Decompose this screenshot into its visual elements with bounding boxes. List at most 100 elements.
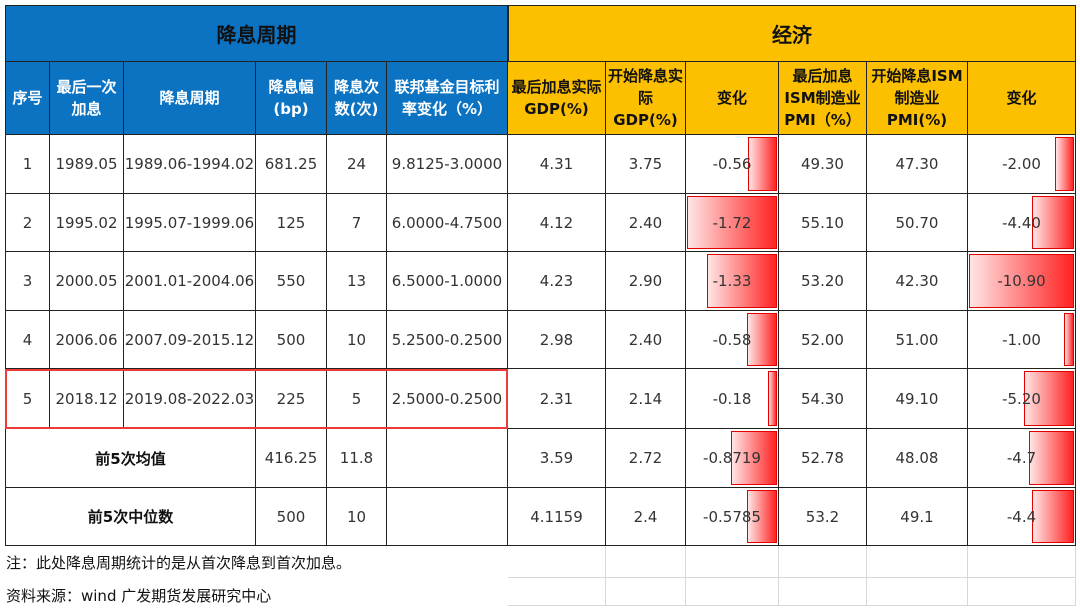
cell-gdp-change-value: -1.72 xyxy=(712,213,752,232)
cell-pmi-start: 50.70 xyxy=(867,194,968,252)
cell-summary-ffr xyxy=(387,488,508,546)
cell-seq: 2 xyxy=(5,194,50,252)
cell-summary-gdp-change-value: -0.5785 xyxy=(703,507,761,526)
cell-cut-period: 2001.01-2004.06 xyxy=(124,252,256,311)
empty-grid-cell xyxy=(779,578,867,606)
cell-cut-count: 7 xyxy=(327,194,387,252)
cell-summary-pmi-start: 48.08 xyxy=(867,429,968,488)
cell-summary-gdp-last: 4.1159 xyxy=(508,488,606,546)
cell-pmi-last: 52.00 xyxy=(779,311,867,369)
cell-pmi-change-value: -2.00 xyxy=(1002,155,1041,173)
cell-last-hike: 2006.06 xyxy=(50,311,124,369)
cell-cut-bp: 550 xyxy=(256,252,327,311)
cell-cut-bp: 681.25 xyxy=(256,135,327,194)
col-header-cut-period: 降息周期 xyxy=(124,62,256,135)
empty-grid-cell xyxy=(508,578,606,606)
cell-pmi-last: 53.20 xyxy=(779,252,867,311)
cell-pmi-start: 51.00 xyxy=(867,311,968,369)
cell-gdp-start: 2.14 xyxy=(606,369,686,429)
cell-gdp-last: 4.12 xyxy=(508,194,606,252)
cell-summary-gdp-change-data-bar xyxy=(746,490,777,543)
cell-ffr-change: 9.8125-3.0000 xyxy=(387,135,508,194)
cell-pmi-change: -5.20 xyxy=(968,369,1076,429)
col-header-ffr-change: 联邦基金目标利率变化（%） xyxy=(387,62,508,135)
empty-grid-cell xyxy=(968,578,1076,606)
cell-cut-period: 1995.07-1999.06 xyxy=(124,194,256,252)
cell-cut-period: 2007.09-2015.12 xyxy=(124,311,256,369)
cell-pmi-change-value: -5.20 xyxy=(1002,389,1041,408)
footnote: 注：此处降息周期统计的是从首次降息到首次加息。 xyxy=(6,554,352,572)
cell-gdp-start: 2.40 xyxy=(606,194,686,252)
col-header-last-hike: 最后一次加息 xyxy=(50,62,124,135)
col-header-pmi-start: 开始降息ISM制造业PMI(%) xyxy=(867,62,968,135)
col-header-pmi-change: 变化 xyxy=(968,62,1076,135)
cell-summary-pmi-change: -4.4 xyxy=(968,488,1076,546)
cell-summary-gdp-change-value: -0.8719 xyxy=(703,449,761,467)
cell-summary-gdp-start: 2.4 xyxy=(606,488,686,546)
cell-gdp-change-value: -1.33 xyxy=(712,272,752,290)
source-note: 资料来源：wind 广发期货发展研究中心 xyxy=(6,587,272,605)
cell-summary-count: 10 xyxy=(327,488,387,546)
cell-pmi-last: 54.30 xyxy=(779,369,867,429)
cell-pmi-change-value: -4.40 xyxy=(1002,213,1041,232)
cell-summary-gdp-change: -0.8719 xyxy=(686,429,779,488)
cell-last-hike: 1995.02 xyxy=(50,194,124,252)
cell-gdp-change-data-bar xyxy=(707,254,777,308)
cell-pmi-last: 49.30 xyxy=(779,135,867,194)
col-header-gdp-last: 最后加息实际GDP(%) xyxy=(508,62,606,135)
cell-cut-period: 1989.06-1994.02 xyxy=(124,135,256,194)
cell-gdp-start: 2.90 xyxy=(606,252,686,311)
cell-gdp-change: -1.72 xyxy=(686,194,779,252)
cell-pmi-change: -4.40 xyxy=(968,194,1076,252)
cell-gdp-change: -0.56 xyxy=(686,135,779,194)
col-header-cut-bp: 降息幅(bp) xyxy=(256,62,327,135)
cell-gdp-change: -0.18 xyxy=(686,369,779,429)
cell-gdp-start: 2.40 xyxy=(606,311,686,369)
cell-pmi-last: 55.10 xyxy=(779,194,867,252)
cell-seq: 5 xyxy=(5,369,50,429)
cell-summary-label: 前5次中位数 xyxy=(5,488,256,546)
cell-gdp-last: 4.23 xyxy=(508,252,606,311)
cell-seq: 1 xyxy=(5,135,50,194)
cell-pmi-start: 47.30 xyxy=(867,135,968,194)
empty-grid-cell xyxy=(606,546,686,578)
cell-pmi-change-value: -10.90 xyxy=(997,272,1046,290)
cell-summary-pmi-change-data-bar xyxy=(1031,490,1074,543)
cell-gdp-change: -0.58 xyxy=(686,311,779,369)
cell-gdp-last: 2.31 xyxy=(508,369,606,429)
group-header-economy: 经济 xyxy=(508,5,1076,62)
cell-pmi-change-value: -1.00 xyxy=(1002,330,1041,349)
empty-grid-cell xyxy=(867,546,968,578)
cell-pmi-change: -2.00 xyxy=(968,135,1076,194)
cell-summary-bp: 500 xyxy=(256,488,327,546)
cell-summary-gdp-start: 2.72 xyxy=(606,429,686,488)
cell-gdp-change-value: -0.58 xyxy=(712,330,752,349)
cell-gdp-change-value: -0.56 xyxy=(712,155,752,173)
cell-pmi-change-data-bar xyxy=(1064,313,1074,366)
cell-ffr-change: 5.2500-0.2500 xyxy=(387,311,508,369)
col-header-seq: 序号 xyxy=(5,62,50,135)
cell-gdp-change: -1.33 xyxy=(686,252,779,311)
cell-summary-pmi-change-value: -4.4 xyxy=(1006,507,1037,526)
empty-grid-cell xyxy=(686,578,779,606)
cell-last-hike: 2018.12 xyxy=(50,369,124,429)
cell-summary-bp: 416.25 xyxy=(256,429,327,488)
cell-summary-pmi-last: 53.2 xyxy=(779,488,867,546)
cell-summary-pmi-start: 49.1 xyxy=(867,488,968,546)
cell-pmi-change: -10.90 xyxy=(968,252,1076,311)
cell-gdp-change-value: -0.18 xyxy=(712,389,752,408)
cell-cut-bp: 500 xyxy=(256,311,327,369)
cell-summary-count: 11.8 xyxy=(327,429,387,488)
cell-gdp-start: 3.75 xyxy=(606,135,686,194)
cell-seq: 4 xyxy=(5,311,50,369)
cell-summary-ffr xyxy=(387,429,508,488)
cell-ffr-change: 2.5000-0.2500 xyxy=(387,369,508,429)
empty-grid-cell xyxy=(867,578,968,606)
cell-cut-bp: 125 xyxy=(256,194,327,252)
cell-pmi-start: 49.10 xyxy=(867,369,968,429)
col-header-pmi-last: 最后加息ISM制造业PMI（%） xyxy=(779,62,867,135)
cell-pmi-change: -1.00 xyxy=(968,311,1076,369)
cell-cut-count: 24 xyxy=(327,135,387,194)
cell-pmi-change-data-bar xyxy=(969,254,1074,308)
cell-summary-pmi-change-value: -4.7 xyxy=(1006,449,1037,467)
